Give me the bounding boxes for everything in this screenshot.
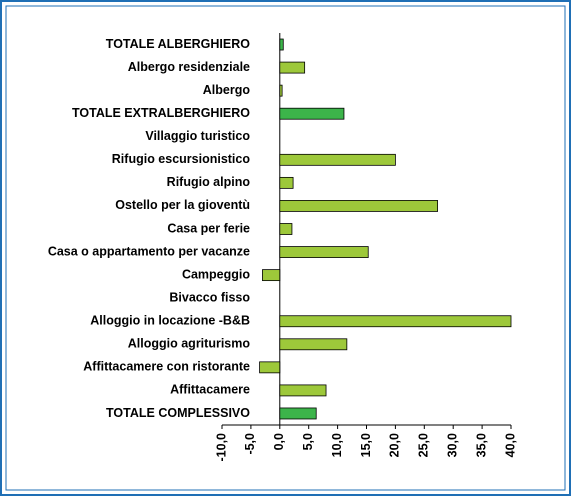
category-label: Alloggio in locazione -B&B xyxy=(90,314,250,328)
bar xyxy=(279,384,327,397)
x-tick-label: 20,0 xyxy=(388,433,402,457)
category-label: TOTALE COMPLESSIVO xyxy=(106,406,250,420)
x-tick-label: 40,0 xyxy=(503,433,517,457)
x-tick-label: 10,0 xyxy=(330,433,344,457)
category-label: Rifugio escursionistico xyxy=(112,152,251,166)
bar xyxy=(279,338,348,351)
category-label: TOTALE EXTRALBERGHIERO xyxy=(72,106,250,120)
category-label: Campeggio xyxy=(182,267,250,281)
category-label: Affittacamere xyxy=(170,383,250,397)
bar xyxy=(279,153,396,166)
bar xyxy=(279,200,438,212)
bar xyxy=(279,315,512,328)
bar xyxy=(279,246,369,258)
category-label: Casa per ferie xyxy=(167,221,250,235)
x-tick-label: 5,0 xyxy=(301,433,315,450)
bar xyxy=(279,107,345,120)
category-label: Alloggio agriturismo xyxy=(128,337,251,351)
category-label: Affittacamere con ristorante xyxy=(83,360,250,374)
x-tick-label: 25,0 xyxy=(417,433,431,457)
bar xyxy=(279,84,283,97)
bar xyxy=(279,223,293,235)
x-tick-label: 35,0 xyxy=(474,433,488,457)
bar xyxy=(279,38,284,51)
bar xyxy=(279,61,306,74)
x-tick-label: 0,0 xyxy=(272,433,286,450)
category-label: Casa o appartamento per vacanze xyxy=(48,244,250,258)
category-label: Ostello per la gioventù xyxy=(115,198,250,212)
category-label: Rifugio alpino xyxy=(167,175,251,189)
category-label: Albergo xyxy=(203,83,251,97)
category-label: Bivacco fisso xyxy=(169,290,250,304)
x-tick-label: 30,0 xyxy=(445,433,459,457)
bar xyxy=(259,361,281,374)
category-label: TOTALE ALBERGHIERO xyxy=(106,37,250,51)
category-label: Albergo residenziale xyxy=(128,60,250,74)
x-tick-label: -10,0 xyxy=(214,433,228,462)
x-tick-label: -5,0 xyxy=(243,433,257,455)
x-tick-label: 15,0 xyxy=(359,433,373,457)
bar xyxy=(262,269,281,282)
bar xyxy=(279,176,294,189)
bar xyxy=(279,407,317,420)
category-label: Villaggio turistico xyxy=(145,129,250,143)
